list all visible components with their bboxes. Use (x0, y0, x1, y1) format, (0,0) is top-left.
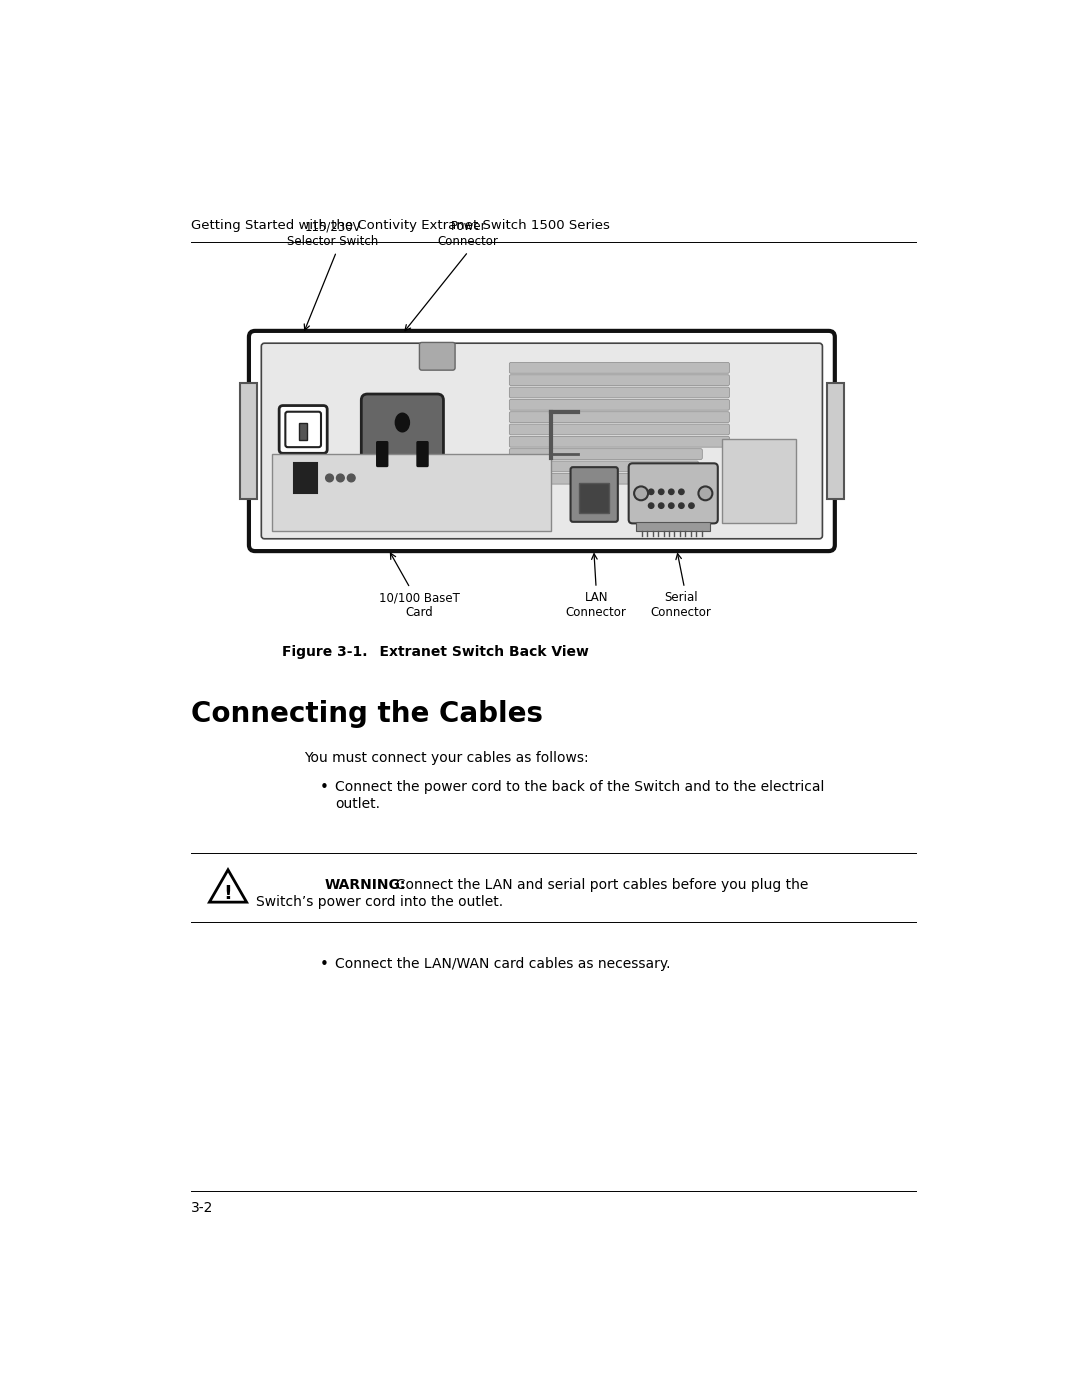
FancyBboxPatch shape (510, 461, 699, 472)
Text: WARNING:: WARNING: (325, 879, 406, 893)
Bar (240, 383, 257, 499)
Text: !: ! (224, 884, 232, 904)
FancyBboxPatch shape (510, 436, 729, 447)
FancyBboxPatch shape (510, 412, 729, 422)
Bar (721, 439, 796, 524)
Bar (299, 423, 307, 440)
Text: Getting Started with the Contivity Extranet Switch 1500 Series: Getting Started with the Contivity Extra… (191, 218, 610, 232)
Circle shape (337, 474, 345, 482)
Circle shape (669, 489, 674, 495)
Bar (827, 383, 845, 499)
FancyBboxPatch shape (419, 342, 455, 370)
Text: 3-2: 3-2 (191, 1201, 213, 1215)
Circle shape (326, 474, 334, 482)
FancyBboxPatch shape (629, 464, 718, 524)
FancyBboxPatch shape (376, 441, 389, 467)
Circle shape (699, 486, 713, 500)
FancyBboxPatch shape (510, 374, 729, 386)
Bar (294, 464, 318, 493)
FancyBboxPatch shape (248, 331, 835, 550)
Text: •: • (320, 780, 328, 795)
FancyBboxPatch shape (510, 387, 729, 398)
Circle shape (659, 489, 664, 495)
FancyBboxPatch shape (510, 448, 702, 460)
FancyBboxPatch shape (570, 467, 618, 522)
Bar (636, 522, 710, 531)
Text: LAN
Connector: LAN Connector (566, 591, 626, 619)
Text: Figure 3-1.: Figure 3-1. (282, 645, 368, 659)
Circle shape (669, 503, 674, 509)
Bar (579, 482, 609, 513)
Text: Connect the power cord to the back of the Switch and to the electrical: Connect the power cord to the back of th… (335, 780, 824, 793)
Text: Connect the LAN/WAN card cables as necessary.: Connect the LAN/WAN card cables as neces… (335, 957, 671, 971)
Text: outlet.: outlet. (335, 796, 380, 810)
Text: Connect the LAN and serial port cables before you plug the: Connect the LAN and serial port cables b… (387, 879, 808, 893)
Text: •: • (320, 957, 328, 972)
FancyBboxPatch shape (362, 394, 444, 488)
Text: Serial
Connector: Serial Connector (650, 591, 711, 619)
FancyBboxPatch shape (510, 400, 729, 411)
FancyBboxPatch shape (510, 425, 729, 434)
FancyBboxPatch shape (416, 441, 429, 467)
FancyBboxPatch shape (510, 362, 729, 373)
FancyBboxPatch shape (261, 344, 823, 539)
Circle shape (348, 474, 355, 482)
Circle shape (678, 503, 684, 509)
FancyBboxPatch shape (510, 474, 694, 485)
Circle shape (659, 503, 664, 509)
Circle shape (689, 503, 694, 509)
Text: Power
Connector: Power Connector (437, 221, 499, 249)
Text: Connecting the Cables: Connecting the Cables (191, 700, 543, 728)
Bar (272, 454, 551, 531)
Circle shape (634, 486, 648, 500)
Text: Switch’s power cord into the outlet.: Switch’s power cord into the outlet. (256, 895, 503, 909)
Circle shape (678, 489, 684, 495)
Text: 115/230V
Selector Switch: 115/230V Selector Switch (287, 221, 378, 249)
FancyBboxPatch shape (279, 405, 327, 453)
Circle shape (648, 489, 653, 495)
Circle shape (648, 503, 653, 509)
FancyBboxPatch shape (285, 412, 321, 447)
Text: You must connect your cables as follows:: You must connect your cables as follows: (303, 750, 589, 764)
Text: Extranet Switch Back View: Extranet Switch Back View (360, 645, 589, 659)
Text: 10/100 BaseT
Card: 10/100 BaseT Card (379, 591, 460, 619)
Ellipse shape (394, 412, 410, 433)
